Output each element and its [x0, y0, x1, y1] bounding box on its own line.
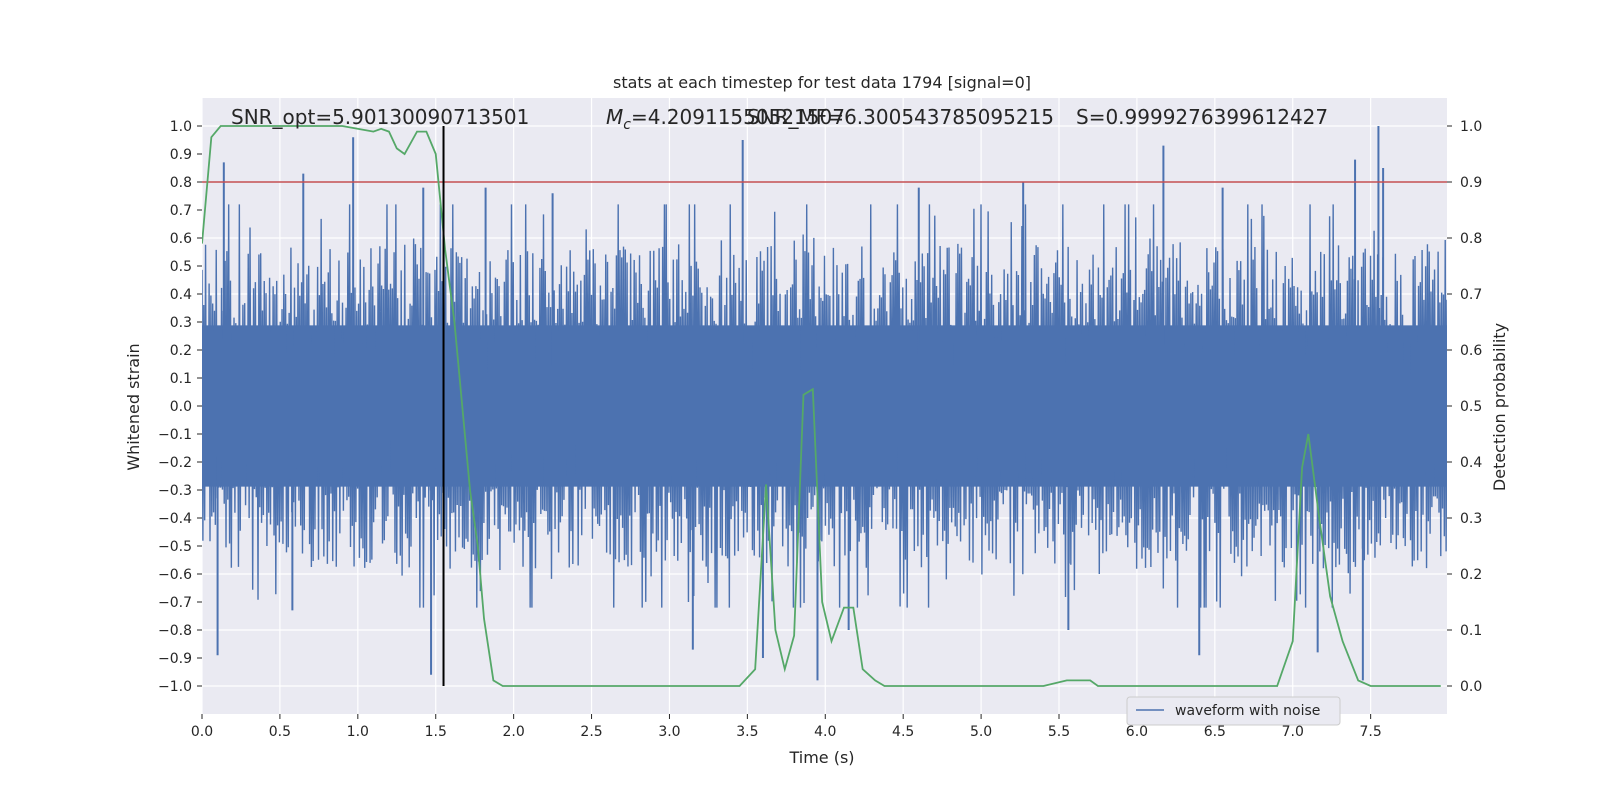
x-axis-ticks: 0.0 0.5 1.0 1.5 2.0 2.5 3.0 3.5 4.0 4.5 5.0 5.5 6.0 6… — [191, 714, 1382, 740]
y-tick-label: −1.0 — [158, 679, 192, 695]
x-tick-label: 5.5 — [1048, 724, 1070, 740]
x-tick-label: 6.0 — [1126, 724, 1148, 740]
plot-content — [202, 125, 1447, 687]
y-tick-label: −0.7 — [158, 595, 192, 611]
x-tick-label: 1.0 — [347, 724, 369, 740]
legend: waveform with noise — [1126, 696, 1341, 726]
y-tick-label: 0.6 — [170, 231, 192, 247]
y-tick-label: 0.4 — [170, 287, 192, 303]
chirp-mass-symbol: M — [606, 105, 623, 129]
x-tick-label: 3.5 — [736, 724, 758, 740]
x-tick-label: 4.0 — [814, 724, 836, 740]
x-tick-label: 6.5 — [1204, 724, 1226, 740]
y-tick-label: −0.2 — [158, 455, 192, 471]
right-axis-ticks: 1.0 0.9 0.8 0.7 0.6 0.5 0.4 0.3 0.2 0.1 0.0 — [1447, 119, 1482, 695]
y-tick-label: 0.3 — [170, 315, 192, 331]
x-tick-label: 4.5 — [892, 724, 914, 740]
score-annotation: S=0.9999276399612427 — [1076, 105, 1328, 129]
y-tick-label: 1.0 — [170, 119, 192, 135]
right-tick-label: 0.9 — [1460, 175, 1482, 191]
right-tick-label: 0.4 — [1460, 455, 1482, 471]
right-tick-label: 0.1 — [1460, 623, 1482, 639]
x-tick-label: 2.5 — [580, 724, 602, 740]
y-tick-label: 0.0 — [170, 399, 192, 415]
y-axis-ticks: 1.0 0.9 0.8 0.7 0.6 0.5 0.4 0.3 0.2 0.1 0.0 −0.1 −0.… — [158, 119, 202, 695]
y-tick-label: 0.1 — [170, 371, 192, 387]
snr-opt-annotation: SNR_opt=5.90130090713501 — [231, 105, 529, 129]
x-tick-label: 5.0 — [970, 724, 992, 740]
right-tick-label: 0.6 — [1460, 343, 1482, 359]
right-tick-label: 0.7 — [1460, 287, 1482, 303]
right-axis-label: Detection probability — [1490, 323, 1509, 491]
right-tick-label: 0.2 — [1460, 567, 1482, 583]
y-tick-label: −0.3 — [158, 483, 192, 499]
x-tick-label: 1.5 — [425, 724, 447, 740]
right-tick-label: 0.3 — [1460, 511, 1482, 527]
y-tick-label: 0.5 — [170, 259, 192, 275]
right-tick-label: 1.0 — [1460, 119, 1482, 135]
waveform-spikes — [216, 126, 1385, 681]
right-tick-label: 0.0 — [1460, 679, 1482, 695]
y-tick-label: −0.8 — [158, 623, 192, 639]
right-tick-label: 0.8 — [1460, 231, 1482, 247]
y-axis-label: Whitened strain — [124, 343, 143, 470]
waveform-trace — [202, 204, 1447, 608]
x-tick-label: 7.0 — [1282, 724, 1304, 740]
x-tick-label: 3.0 — [658, 724, 680, 740]
chirp-mass-subscript: c — [623, 117, 631, 133]
y-tick-label: 0.8 — [170, 175, 192, 191]
y-tick-label: −0.5 — [158, 539, 192, 555]
detection-probability-line — [202, 125, 1441, 687]
x-tick-label: 7.5 — [1360, 724, 1382, 740]
x-tick-label: 0.0 — [191, 724, 213, 740]
right-tick-label: 0.5 — [1460, 399, 1482, 415]
y-tick-label: −0.1 — [158, 427, 192, 443]
chart-title: stats at each timestep for test data 179… — [613, 73, 1031, 92]
y-tick-label: −0.6 — [158, 567, 192, 583]
chirp-mass-value: =4.20911550521507 — [631, 105, 845, 129]
y-tick-label: 0.9 — [170, 147, 192, 163]
snr-mf-annotation: SNR_MF=6.300543785095215 — [747, 105, 1054, 129]
legend-box — [1126, 696, 1341, 726]
y-tick-label: 0.7 — [170, 203, 192, 219]
y-tick-label: −0.9 — [158, 651, 192, 667]
x-axis-label: Time (s) — [788, 748, 854, 767]
x-tick-label: 2.0 — [503, 724, 525, 740]
chirp-mass-annotation: Mc=4.20911550521507 — [606, 105, 845, 133]
y-tick-label: −0.4 — [158, 511, 192, 527]
x-tick-label: 0.5 — [269, 724, 291, 740]
y-tick-label: 0.2 — [170, 343, 192, 359]
legend-label: waveform with noise — [1175, 703, 1320, 719]
